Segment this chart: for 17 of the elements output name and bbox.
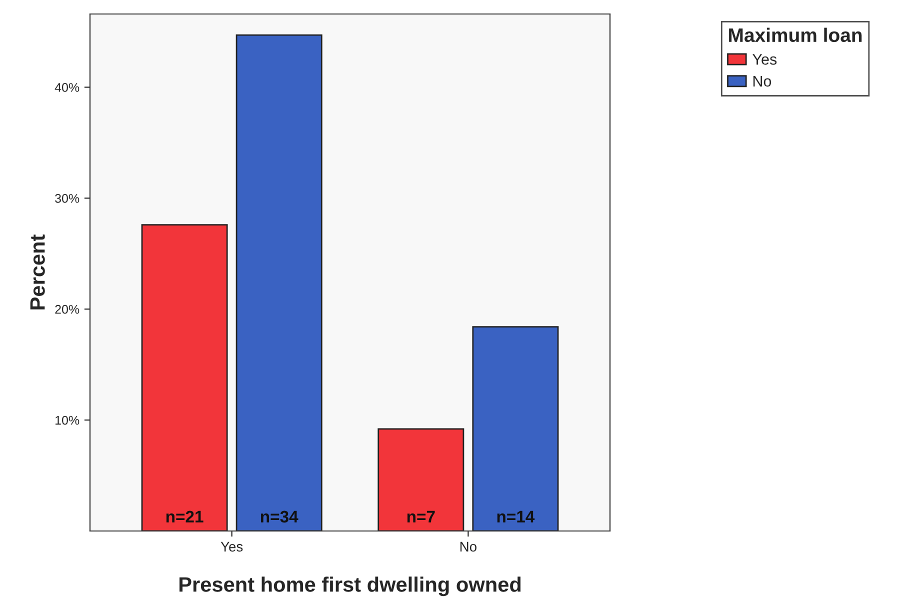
bar <box>378 428 464 531</box>
annotation: n=7 <box>407 510 435 522</box>
y-tick-label: 30% <box>55 194 80 203</box>
legend-label: No <box>753 76 772 87</box>
x-axis-title: Present home first dwelling owned <box>180 576 521 596</box>
y-tick-label: 40% <box>54 83 80 92</box>
y-axis-title: Percent <box>30 234 45 310</box>
y-tick-label: 10% <box>56 416 80 425</box>
annotation: n=14 <box>497 510 535 522</box>
bar <box>472 326 559 531</box>
legend-title: Maximum loan <box>729 28 862 42</box>
y-tick-label: 20% <box>55 304 80 314</box>
legend-label: Yes <box>752 54 777 65</box>
bar <box>141 224 228 531</box>
annotation: n=21 <box>166 510 204 522</box>
annotation: n=34 <box>260 510 298 523</box>
bar <box>236 34 322 531</box>
